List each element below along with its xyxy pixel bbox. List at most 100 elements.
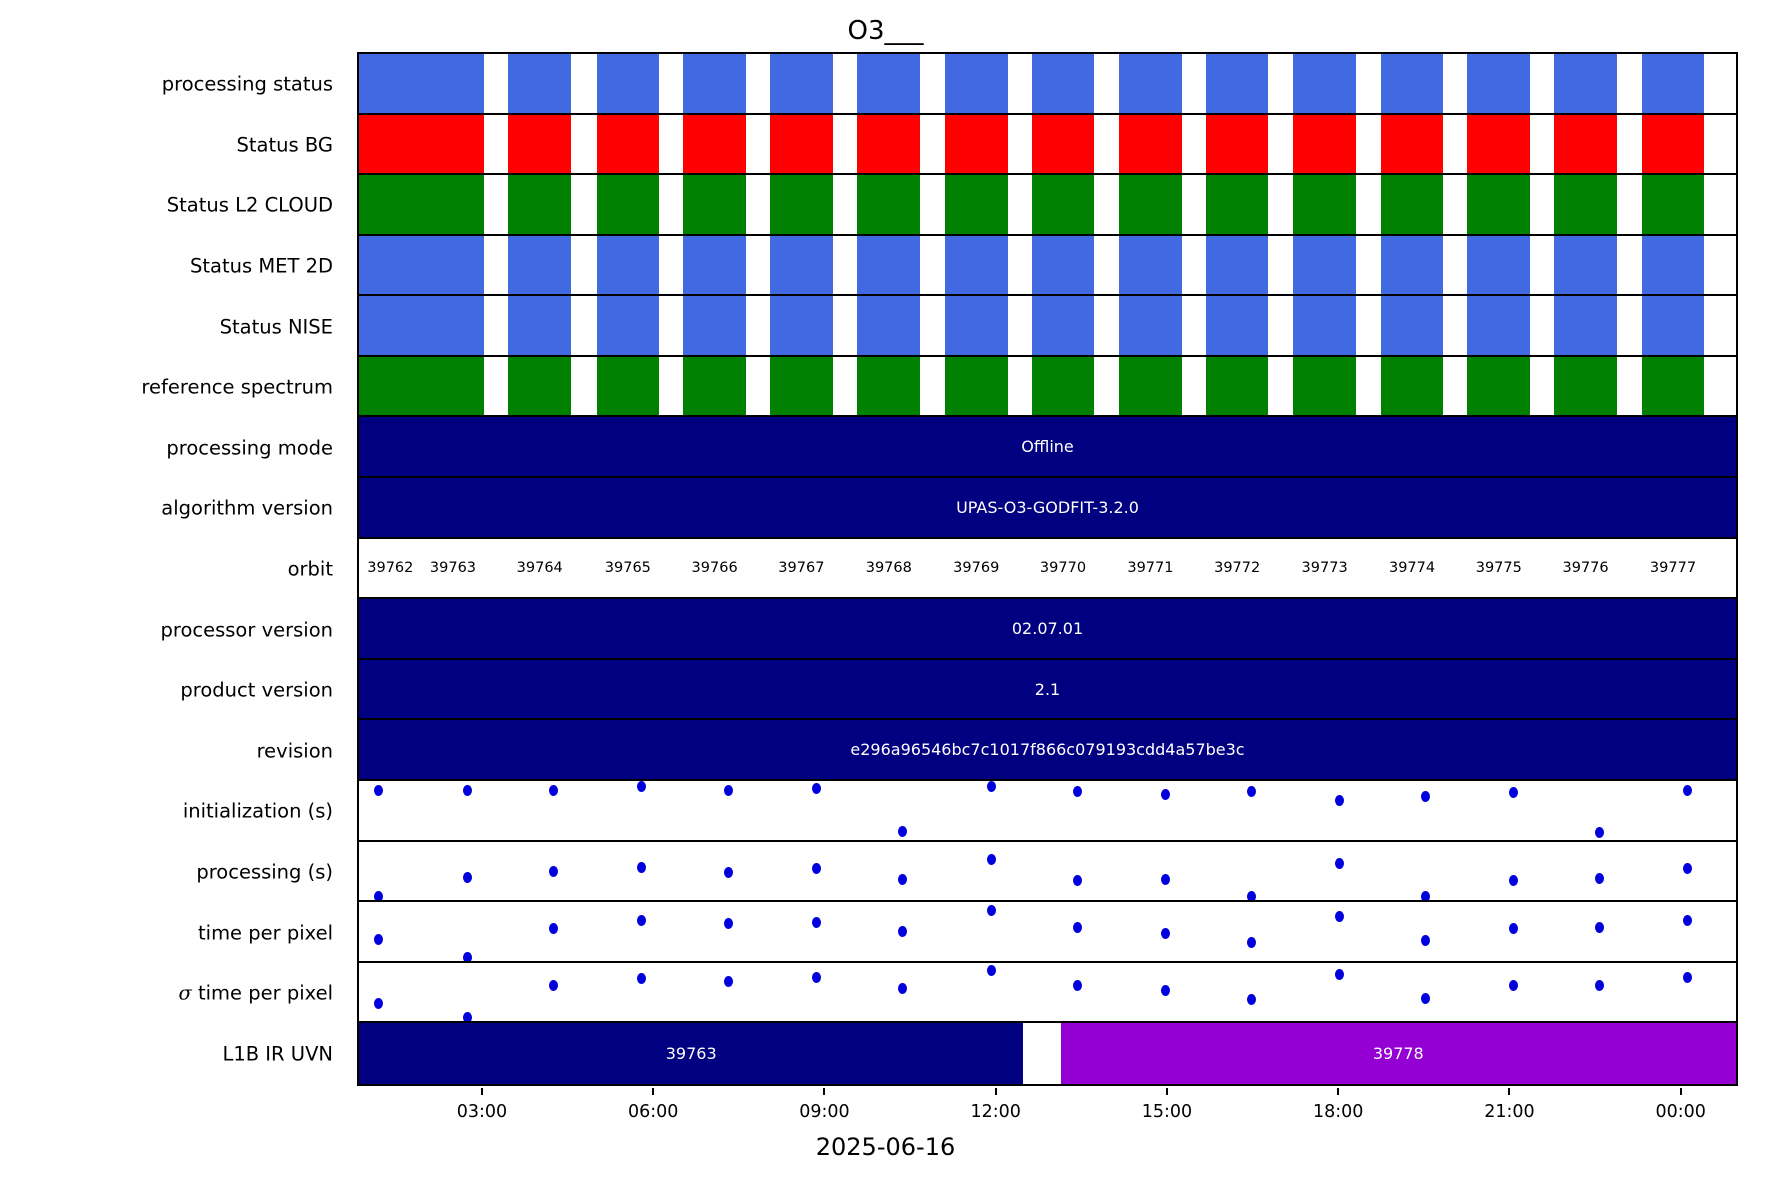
status-cell [1031, 356, 1095, 416]
scatter-point [1420, 935, 1430, 947]
orbit-number: 39766 [691, 559, 738, 576]
x-tick-mark [1337, 1088, 1340, 1095]
scatter-point [1420, 790, 1430, 802]
x-tick-label: 00:00 [1655, 1102, 1706, 1122]
chart-row-product-version: 2.1 [359, 659, 1736, 721]
status-cell [421, 235, 485, 295]
value-band: e296a96546bc7c1017f866c079193cdd4a57be3c [359, 720, 1736, 779]
scatter-point [986, 853, 996, 865]
scatter-point [1246, 890, 1256, 901]
status-cell [359, 175, 422, 234]
x-tick-label: 18:00 [1312, 1102, 1364, 1122]
status-cell [508, 54, 572, 113]
status-cell [683, 54, 746, 113]
scatter-point [374, 934, 384, 946]
status-cell [1467, 114, 1531, 174]
status-cell [1380, 296, 1444, 355]
x-tick-mark [652, 1088, 655, 1095]
sigma-symbol: σ [178, 981, 192, 1005]
status-cell [421, 54, 485, 113]
scatter-point [374, 998, 384, 1010]
orbit-number: 39767 [778, 559, 825, 576]
chart-row-initialization-s [359, 781, 1736, 842]
status-cell [1467, 296, 1531, 355]
status-cell [770, 54, 833, 113]
scatter-point [1246, 786, 1256, 798]
orbit-number: 39773 [1301, 559, 1348, 576]
chart-row-reference-spectrum [359, 356, 1736, 418]
scatter-point [898, 925, 908, 937]
scatter-point [811, 917, 821, 929]
x-tick-mark [1679, 1088, 1682, 1095]
chart-row-processing-mode: Offline [359, 417, 1736, 479]
chart-row-status-nise [359, 296, 1736, 357]
status-cell [683, 235, 746, 295]
row-label: σ time per pixel [178, 981, 333, 1005]
scatter-point [637, 781, 647, 792]
status-cell [596, 54, 660, 113]
row-label: Status MET 2D [189, 254, 333, 278]
chart-row-time-per-pixel [359, 902, 1736, 963]
status-cell [1205, 296, 1269, 355]
status-cell [1641, 296, 1705, 355]
status-cell [770, 114, 833, 174]
x-tick-mark [994, 1088, 997, 1095]
status-cell [1293, 114, 1356, 174]
row-label-column: processing status Status BG Status L2 CLOU… [0, 52, 345, 1086]
value-text: e296a96546bc7c1017f866c079193cdd4a57be3c [850, 740, 1245, 760]
scatter-point [1160, 788, 1170, 800]
chart-row-processor-version: 02.07.01 [359, 599, 1736, 660]
status-cell [770, 235, 833, 295]
row-label: Status L2 CLOUD [166, 193, 333, 217]
x-axis-label: 2025-06-16 [815, 1133, 956, 1161]
scatter-point [549, 979, 559, 991]
status-cell [421, 296, 485, 355]
row-label: processing (s) [196, 860, 333, 884]
chart-row-status-l2-cloud [359, 175, 1736, 236]
scatter-point [549, 785, 559, 797]
status-cell [596, 296, 660, 355]
status-cell [1380, 235, 1444, 295]
row-label: processor version [160, 618, 333, 642]
status-cell [944, 114, 1008, 174]
status-cell [1554, 235, 1617, 295]
orbit-number: 39772 [1214, 559, 1261, 576]
orbit-number: 39770 [1039, 559, 1087, 576]
status-cell [857, 175, 921, 234]
status-cell [596, 175, 660, 234]
row-label: time per pixel [198, 921, 333, 945]
scatter-point [1072, 785, 1082, 797]
scatter-point [1595, 979, 1605, 991]
orbit-number: 39764 [516, 559, 563, 576]
scatter-point [986, 965, 996, 977]
orbit-number: 39768 [865, 559, 912, 576]
status-cell [1641, 54, 1705, 113]
chart-row-l1b-ir-uvn: 39763 39778 [359, 1023, 1736, 1084]
scatter-point [1595, 872, 1605, 884]
scatter-point [1509, 786, 1519, 798]
status-cell [359, 114, 422, 174]
scatter-point [811, 862, 821, 874]
orbit-number: 39771 [1127, 559, 1174, 576]
status-cell [421, 175, 485, 234]
scatter-point [898, 873, 908, 885]
row-label: revision [256, 739, 333, 763]
status-cell [683, 296, 746, 355]
orbit-number: 39765 [604, 559, 651, 576]
status-cell [1641, 114, 1705, 174]
status-cell [1467, 54, 1531, 113]
status-cell [1293, 235, 1356, 295]
status-cell [1205, 175, 1269, 234]
row-label: processing mode [166, 436, 333, 460]
status-cell [944, 175, 1008, 234]
value-band: 02.07.01 [359, 599, 1736, 658]
status-cell [359, 296, 422, 355]
value-band: UPAS-O3-GODFIT-3.2.0 [359, 478, 1736, 537]
status-cell [770, 296, 833, 355]
row-label: algorithm version [161, 496, 333, 520]
row-label: orbit [287, 557, 333, 581]
status-cell [1119, 114, 1182, 174]
status-cell [1205, 54, 1269, 113]
status-cell [857, 235, 921, 295]
